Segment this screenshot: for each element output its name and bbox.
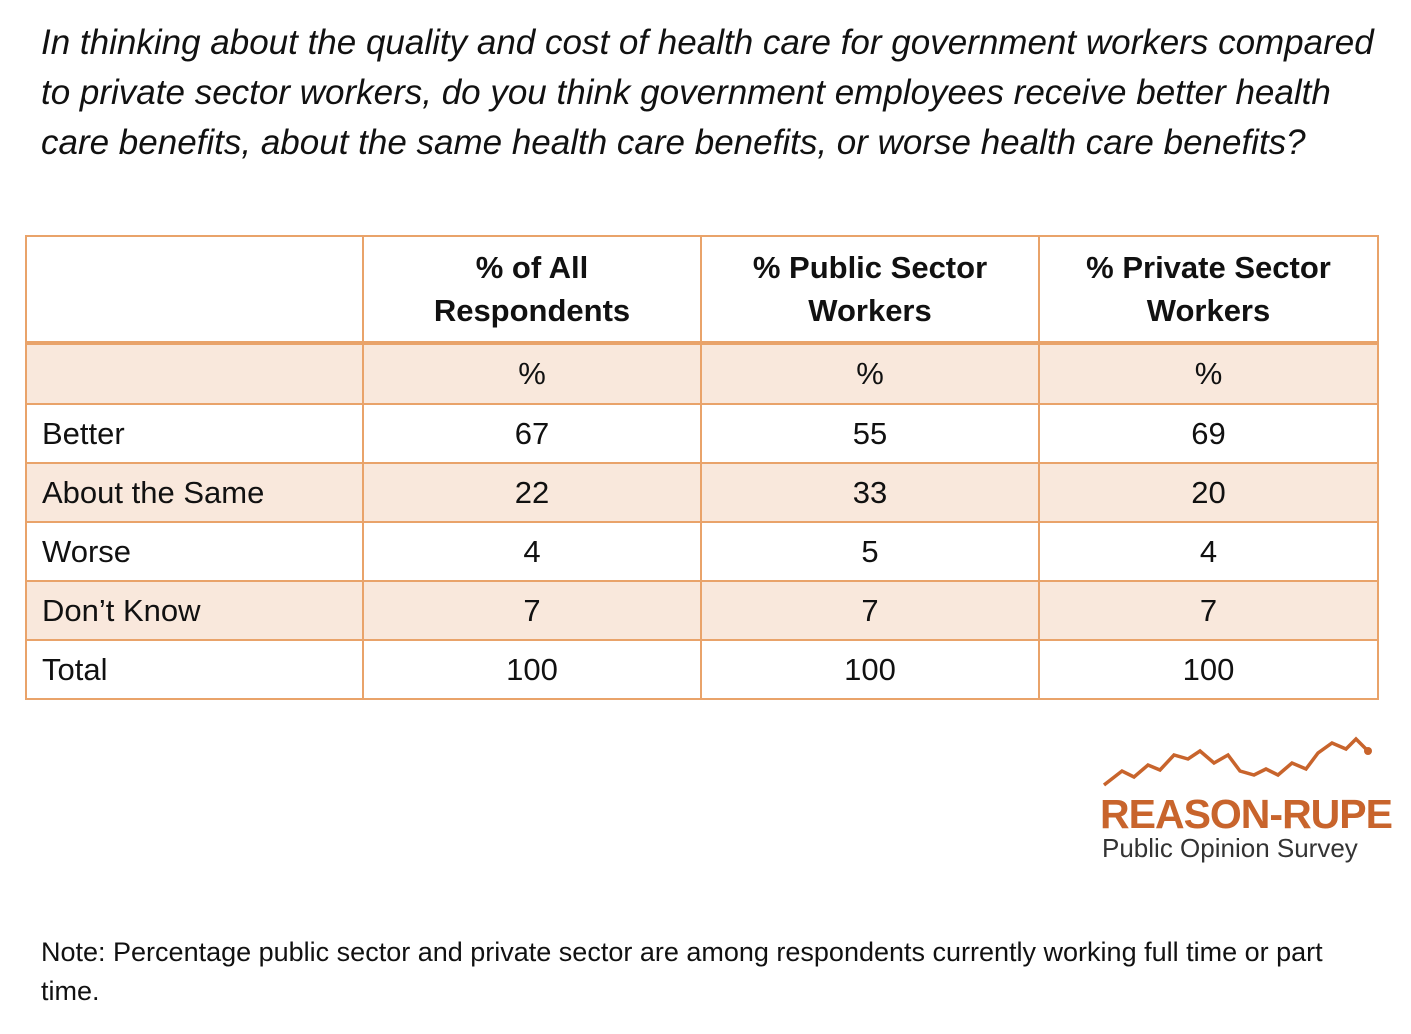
row-label: Don’t Know bbox=[25, 580, 364, 641]
cell-value: 100 bbox=[362, 639, 702, 700]
table-row: Worse 4 5 4 bbox=[25, 521, 1379, 582]
cell-value: 100 bbox=[700, 639, 1040, 700]
unit-cell: % bbox=[362, 342, 702, 405]
header-cell-blank bbox=[25, 235, 364, 345]
unit-cell: % bbox=[1038, 342, 1379, 405]
header-private-sector: % Private Sector Workers bbox=[1038, 235, 1379, 345]
table-row: Better 67 55 69 bbox=[25, 403, 1379, 464]
logo-title: REASON-RUPE bbox=[1100, 791, 1393, 837]
header-all-respondents: % of All Respondents bbox=[362, 235, 702, 345]
cell-value: 7 bbox=[700, 580, 1040, 641]
cell-value: 7 bbox=[362, 580, 702, 641]
unit-cell: % bbox=[700, 342, 1040, 405]
cell-value: 69 bbox=[1038, 403, 1379, 464]
table-row: Don’t Know 7 7 7 bbox=[25, 580, 1379, 641]
trend-line-icon bbox=[1102, 736, 1372, 787]
cell-value: 20 bbox=[1038, 462, 1379, 523]
footnote: Note: Percentage public sector and priva… bbox=[41, 937, 1323, 1006]
unit-row: % % % bbox=[25, 342, 1379, 405]
cell-value: 100 bbox=[1038, 639, 1379, 700]
results-table: % of All Respondents % Public Sector Wor… bbox=[25, 235, 1379, 700]
cell-value: 67 bbox=[362, 403, 702, 464]
cell-value: 4 bbox=[1038, 521, 1379, 582]
cell-value: 4 bbox=[362, 521, 702, 582]
row-label: Total bbox=[25, 639, 364, 700]
survey-question: In thinking about the quality and cost o… bbox=[41, 23, 1374, 162]
cell-value: 5 bbox=[700, 521, 1040, 582]
cell-value: 7 bbox=[1038, 580, 1379, 641]
unit-cell bbox=[25, 342, 364, 405]
row-label: Better bbox=[25, 403, 364, 464]
logo-subtitle: Public Opinion Survey bbox=[1102, 833, 1358, 863]
table-row: About the Same 22 33 20 bbox=[25, 462, 1379, 523]
cell-value: 22 bbox=[362, 462, 702, 523]
row-label: About the Same bbox=[25, 462, 364, 523]
cell-value: 33 bbox=[700, 462, 1040, 523]
cell-value: 55 bbox=[700, 403, 1040, 464]
row-label: Worse bbox=[25, 521, 364, 582]
table-header-row: % of All Respondents % Public Sector Wor… bbox=[25, 235, 1379, 345]
header-public-sector: % Public Sector Workers bbox=[700, 235, 1040, 345]
table-row: Total 100 100 100 bbox=[25, 639, 1379, 700]
reason-rupe-logo: REASON-RUPE Public Opinion Survey bbox=[1100, 735, 1393, 865]
